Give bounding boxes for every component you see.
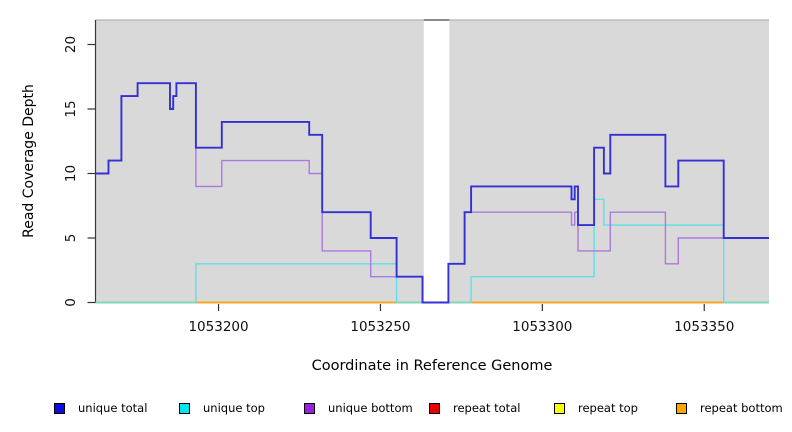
series-line-unique-top	[95, 198, 769, 304]
legend-label-repeat-top: repeat top	[578, 401, 638, 415]
masked-region	[423, 21, 450, 303]
legend-label-unique-top: unique top	[203, 401, 265, 415]
legend-item-unique-bottom: unique bottom	[304, 402, 413, 415]
legend-label-unique-total: unique total	[78, 401, 148, 415]
legend-item-repeat-top: repeat top	[554, 402, 638, 415]
legend-item-unique-total: unique total	[54, 402, 147, 415]
y-tick-label: 15	[63, 100, 79, 117]
x-axis-title: Coordinate in Reference Genome	[311, 358, 553, 374]
legend-label-repeat-bottom: repeat bottom	[700, 401, 783, 415]
y-tick-label: 20	[63, 36, 79, 53]
legend-swatch-unique-total	[54, 403, 65, 414]
legend-item-unique-top: unique top	[179, 402, 265, 415]
y-tick-label: 5	[63, 234, 79, 243]
legend-swatch-unique-top	[179, 403, 190, 414]
legend-swatch-repeat-total	[429, 403, 440, 414]
y-tick-label: 10	[63, 165, 79, 182]
x-tick-label: 1053300	[512, 319, 572, 335]
legend-item-repeat-bottom: repeat bottom	[676, 402, 783, 415]
legend-swatch-unique-bottom	[304, 403, 315, 414]
legend-label-unique-bottom: unique bottom	[328, 401, 413, 415]
x-tick-label: 1053200	[188, 319, 248, 335]
series-line-unique-total	[95, 82, 769, 304]
x-tick-label: 1053350	[674, 319, 734, 335]
y-axis-title: Read Coverage Depth	[21, 84, 37, 238]
legend-swatch-repeat-top	[554, 403, 565, 414]
legend-item-repeat-total: repeat total	[429, 402, 520, 415]
y-tick-label: 0	[63, 298, 79, 307]
x-tick-label: 1053250	[350, 319, 410, 335]
legend-swatch-repeat-bottom	[676, 403, 687, 414]
legend-label-repeat-total: repeat total	[453, 401, 521, 415]
